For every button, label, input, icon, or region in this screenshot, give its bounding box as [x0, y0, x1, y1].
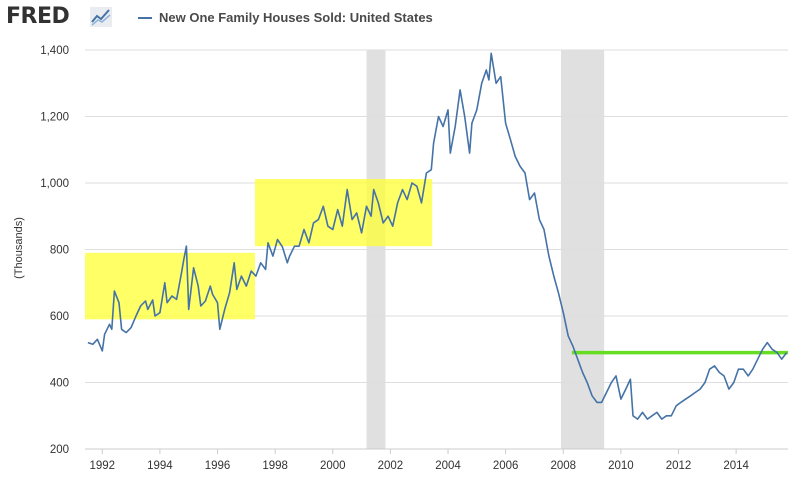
- x-tick-label: 1996: [205, 460, 231, 472]
- y-tick-label: 1,400: [40, 45, 69, 57]
- x-tick-label: 2000: [320, 460, 346, 472]
- x-tick-label: 2012: [666, 460, 692, 472]
- x-tick-label: 2014: [723, 460, 749, 472]
- x-tick-label: 2010: [608, 460, 634, 472]
- legend-swatch: [138, 16, 152, 19]
- y-tick-label: 400: [50, 378, 69, 390]
- y-axis-label: (Thousands): [13, 217, 25, 279]
- highlight-annotations: [85, 179, 788, 355]
- x-tick-label: 2004: [435, 460, 461, 472]
- axes: [85, 448, 788, 454]
- y-tick-label: 800: [50, 245, 69, 257]
- yellow-highlight-box-0: [85, 252, 255, 320]
- x-tick-label: 1998: [262, 460, 288, 472]
- x-tick-labels: 1992 1994 1996 1998 2000 2002 2004 2006 2008 2010…: [89, 460, 749, 472]
- chart-legend[interactable]: New One Family Houses Sold: United State…: [138, 10, 433, 25]
- trend-chart-icon: [90, 7, 112, 27]
- x-tick-label: 1994: [147, 460, 173, 472]
- y-tick-labels: 200 400 600 800 1,000 1,200 1,400: [40, 45, 69, 456]
- series-group: [87, 52, 788, 420]
- gridlines: [85, 49, 788, 450]
- x-tick-label: 2006: [493, 460, 519, 472]
- legend-series-label: New One Family Houses Sold: United State…: [159, 10, 433, 25]
- y-tick-label: 600: [50, 311, 69, 323]
- y-tick-label: 1,000: [40, 178, 69, 190]
- x-tick-label: 2008: [550, 460, 576, 472]
- y-tick-label: 1,200: [40, 112, 69, 124]
- fred-logo[interactable]: FRED: [6, 4, 70, 29]
- x-tick-label: 2002: [378, 460, 404, 472]
- x-tick-label: 1992: [89, 460, 115, 472]
- series-line-0: [87, 52, 788, 420]
- y-tick-label: 200: [50, 444, 69, 456]
